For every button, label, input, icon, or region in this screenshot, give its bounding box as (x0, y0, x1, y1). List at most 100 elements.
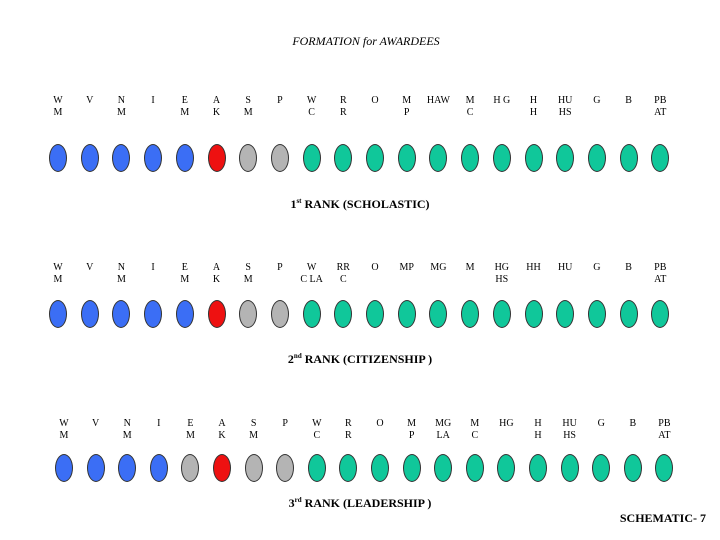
awardee-label: O (376, 418, 384, 429)
awardee-label: HU (557, 262, 573, 273)
rank-caption: 3rd RANK (LEADERSHIP ) (0, 496, 720, 511)
awardee-label: W C (312, 418, 322, 441)
awardee-label: RR C (336, 262, 350, 285)
awardee-label: H G (493, 95, 511, 106)
awardee-position-oval (371, 454, 389, 482)
awardee-label: B (629, 418, 637, 429)
awardee-label: M P (402, 95, 412, 118)
awardee-label: HU HS (557, 95, 573, 118)
awardee-label: O (371, 95, 379, 106)
awardee-position-oval (619, 300, 638, 328)
awardee-position-oval (175, 300, 194, 328)
awardee-label: MG LA (435, 418, 452, 441)
awardee-position-oval (270, 300, 289, 328)
awardee-position-oval (144, 144, 163, 172)
awardee-position-oval (623, 454, 642, 482)
awardee-label: R R (339, 95, 347, 118)
awardee-position-oval (429, 300, 448, 328)
awardee-position-oval (307, 454, 326, 482)
awardee-label: A K (212, 95, 221, 118)
awardee-position-oval (592, 454, 611, 482)
awardee-label: M C (465, 95, 475, 118)
awardee-label: B (625, 262, 632, 273)
rank-ordinal: 3 (288, 496, 295, 510)
awardee-label: PB AT (658, 418, 671, 441)
awardee-label: V (86, 262, 94, 273)
awardee-position-oval (270, 144, 289, 172)
awardee-position-oval (651, 300, 670, 328)
awardee-position-oval (529, 454, 547, 482)
rank-caption: 1st RANK (SCHOLASTIC) (0, 197, 720, 212)
awardee-label: R R (345, 418, 352, 441)
page-title: FORMATION for AWARDEES (292, 34, 440, 48)
awardee-position-oval (175, 144, 194, 172)
awardee-label: H H (534, 418, 542, 441)
awardee-position-oval (465, 454, 484, 482)
awardee-label: G (593, 262, 601, 273)
awardee-position-oval (86, 454, 105, 482)
awardee-position-oval (49, 300, 67, 328)
awardee-label: MG (430, 262, 447, 273)
awardee-label: W M (59, 418, 69, 441)
awardee-position-oval (334, 144, 353, 172)
awardee-position-oval (397, 144, 416, 172)
schematic-label: SCHEMATIC- 7 (619, 511, 706, 525)
awardee-position-oval (655, 454, 674, 482)
awardee-position-oval (524, 300, 543, 328)
awardee-label: W C (306, 95, 317, 118)
awardee-position-oval (118, 454, 137, 482)
awardee-label: W M (53, 262, 63, 285)
awardee-label: MP (399, 262, 414, 273)
awardee-label: P (277, 95, 283, 106)
awardee-label: B (625, 95, 632, 106)
awardee-position-oval (302, 300, 321, 328)
rank-ordinal: 1 (290, 197, 297, 211)
awardee-label: HG HS (494, 262, 510, 285)
awardee-label: V (86, 95, 94, 106)
awardee-label: S M (243, 95, 253, 118)
awardee-label: A K (218, 418, 226, 441)
awardee-position-oval (207, 300, 226, 328)
awardee-position-oval (239, 144, 258, 172)
awardee-position-oval (181, 454, 200, 482)
awardee-position-oval (492, 144, 511, 172)
awardee-label: PB AT (654, 95, 667, 118)
awardee-label: G (593, 95, 601, 106)
awardee-label: HG (499, 418, 514, 429)
awardee-label: PB AT (654, 262, 667, 285)
awardee-position-oval (560, 454, 579, 482)
awardee-position-oval (366, 144, 384, 172)
awardee-label: HAW (426, 95, 450, 106)
awardee-position-oval (587, 144, 606, 172)
awardee-label: O (371, 262, 379, 273)
awardee-position-oval (144, 300, 163, 328)
awardee-label: G (597, 418, 605, 429)
awardee-label: V (91, 418, 100, 429)
awardee-position-oval (149, 454, 168, 482)
awardee-label: N M (116, 262, 126, 285)
awardee-label: P (277, 262, 283, 273)
awardee-position-oval (524, 144, 543, 172)
awardee-label: N M (116, 95, 126, 118)
awardee-position-oval (461, 300, 480, 328)
awardee-label: H H (529, 95, 538, 118)
rank-caption: 2nd RANK (CITIZENSHIP ) (0, 352, 720, 367)
awardee-position-oval (397, 300, 416, 328)
awardee-label: S M (243, 262, 253, 285)
awardee-label: M (465, 262, 475, 273)
awardee-position-oval (497, 454, 516, 482)
awardee-label: P (282, 418, 288, 429)
awardee-position-oval (429, 144, 448, 172)
awardee-label: E M (185, 418, 195, 441)
awardee-position-oval (556, 300, 575, 328)
awardee-position-oval (434, 454, 453, 482)
rank-ordinal-suffix: nd (293, 352, 302, 360)
rank-name: RANK (SCHOLASTIC) (301, 197, 430, 211)
awardee-label: E M (180, 262, 190, 285)
awardee-position-oval (213, 454, 231, 482)
awardee-position-oval (651, 144, 670, 172)
awardee-position-oval (302, 144, 321, 172)
rank-ordinal: 2 (287, 352, 294, 366)
awardee-label: E M (180, 95, 190, 118)
